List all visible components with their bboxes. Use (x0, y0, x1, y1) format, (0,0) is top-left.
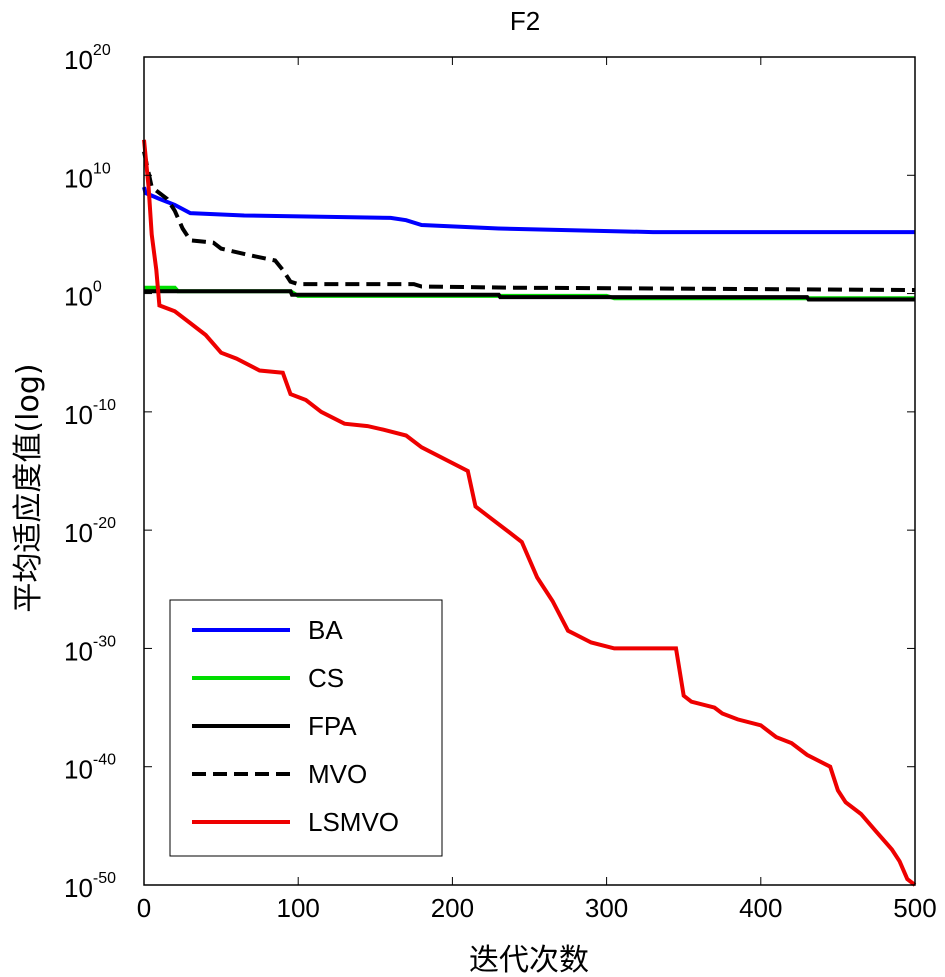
x-tick-label: 0 (137, 893, 151, 923)
y-tick-label: 1020 (64, 42, 111, 75)
y-tick-label: 10-50 (64, 870, 116, 903)
x-tick-label: 500 (893, 893, 936, 923)
legend-label-cs: CS (308, 663, 344, 693)
legend-label-lsmvo: LSMVO (308, 807, 399, 837)
x-tick-label: 300 (585, 893, 628, 923)
series-line-ba (142, 186, 915, 235)
x-tick-labels: 0 100 200 300 400 500 (137, 893, 937, 923)
y-axis-label: 平均适应度值(log) (11, 363, 46, 612)
legend-label-mvo: MVO (308, 759, 367, 789)
y-tick-label: 10-30 (64, 633, 116, 666)
series-line-mvo (142, 151, 916, 292)
series-line-fpa (144, 289, 915, 302)
plot-frame (143, 56, 916, 886)
legend-label-ba: BA (308, 615, 343, 645)
x-tick-label: 400 (739, 893, 782, 923)
y-tick-label: 10-40 (64, 752, 116, 785)
x-axis-label: 迭代次数 (469, 943, 589, 977)
x-tick-label: 200 (431, 893, 474, 923)
plot-lines (142, 139, 917, 887)
y-tick-label: 1010 (64, 160, 111, 193)
y-tick-labels: 1020 1010 100 10-10 10-20 10-30 10-40 10-50 (64, 42, 116, 903)
y-tick-label: 10-20 (64, 515, 116, 548)
legend-label-fpa: FPA (308, 711, 357, 741)
series-line-lsmvo (142, 139, 917, 887)
x-tick-label: 100 (277, 893, 320, 923)
legend: BA CS FPA MVO LSMVO (169, 599, 443, 857)
ticks (143, 56, 916, 886)
y-tick-label: 100 (64, 279, 102, 312)
chart-title: F2 (510, 6, 540, 36)
y-tick-label: 10-10 (64, 397, 116, 430)
